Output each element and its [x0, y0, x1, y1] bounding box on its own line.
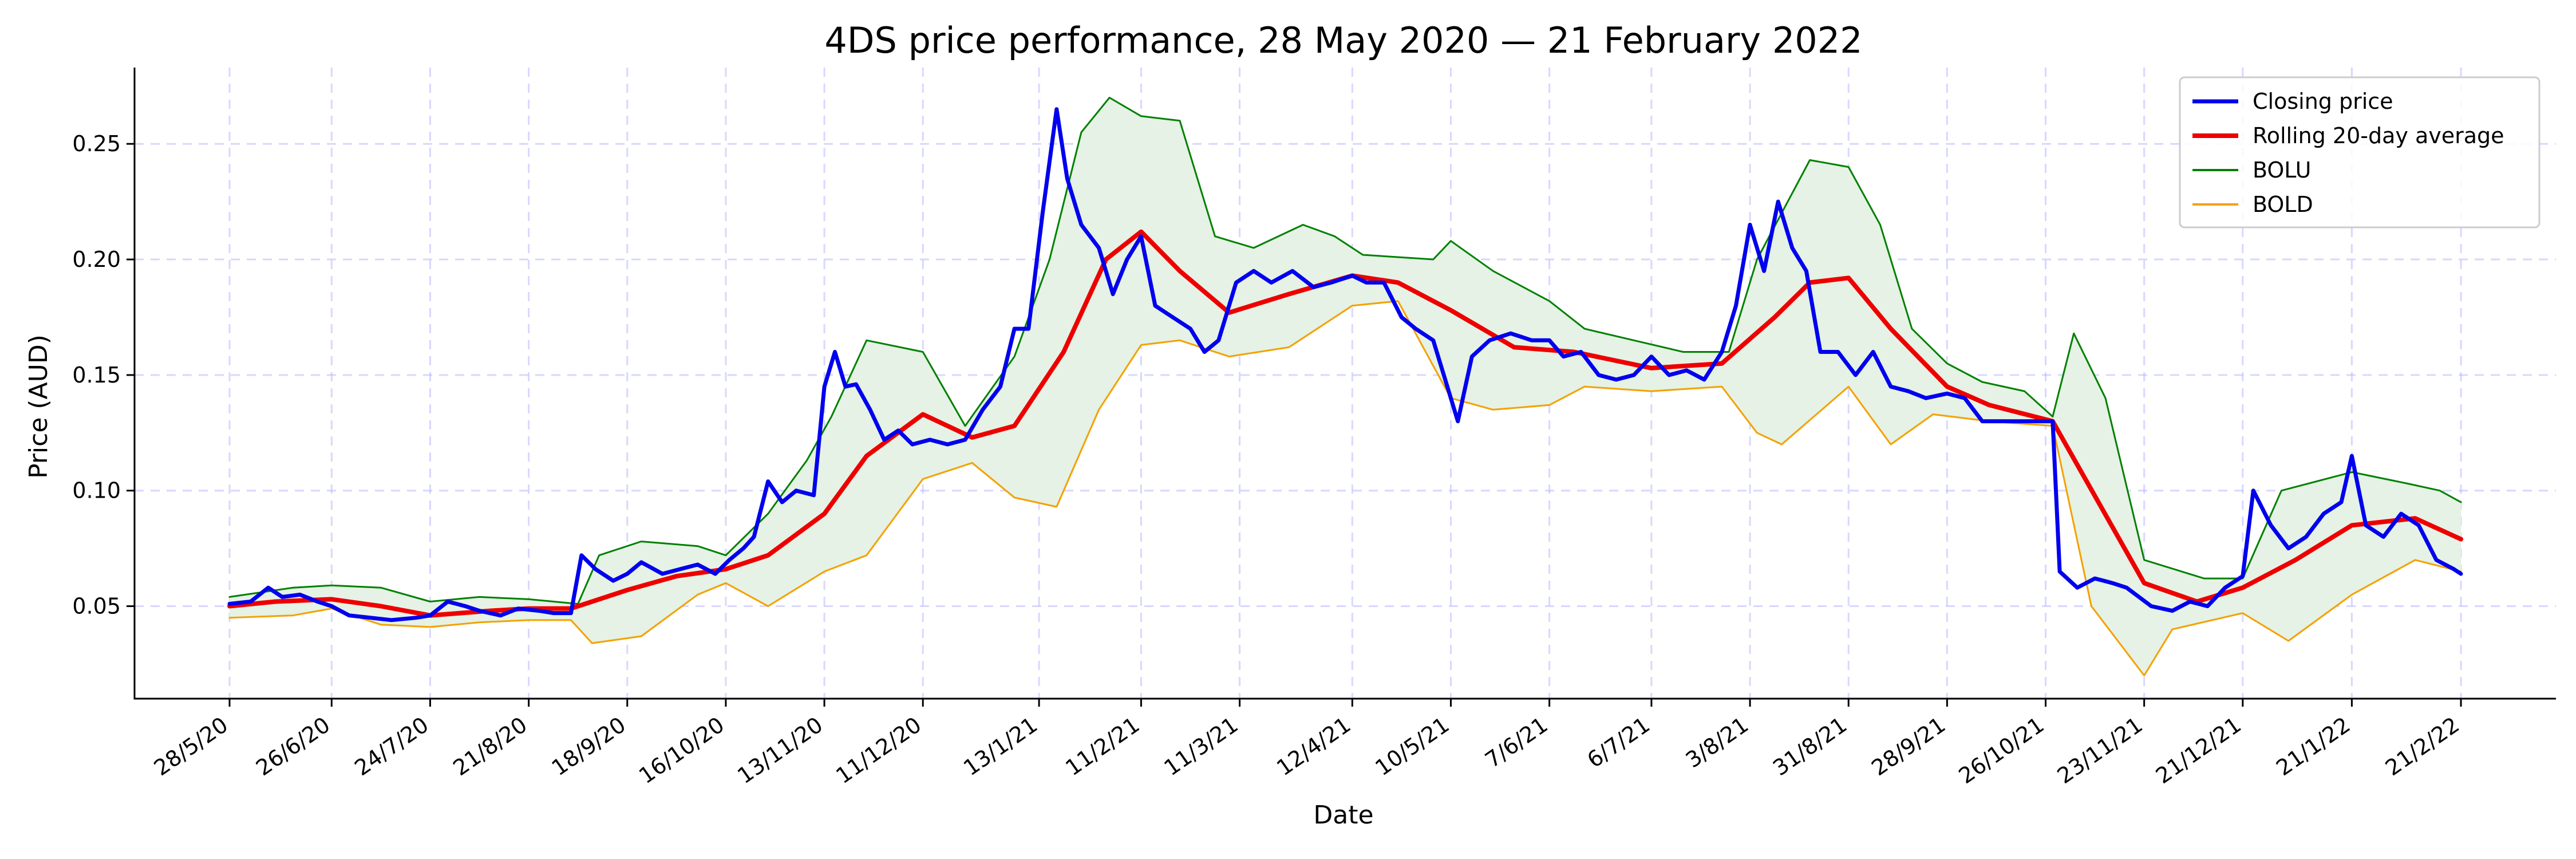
legend: Closing price Rolling 20-day average BOLU B…	[2179, 76, 2541, 228]
x-tick-label: 16/10/20	[634, 712, 729, 789]
x-axis-label: Date	[1313, 801, 1373, 830]
y-axis-label: Price (AUD)	[24, 334, 53, 479]
band-area	[230, 97, 2461, 676]
series-line-closing-price	[227, 107, 2463, 622]
x-tick-label: 24/7/20	[350, 712, 433, 781]
bollinger-band-fill	[230, 97, 2461, 676]
y-tick-label: 0.10	[72, 478, 121, 503]
x-tick-label: 21/8/20	[449, 712, 532, 781]
x-tick-label: 13/1/21	[959, 712, 1042, 781]
y-axis-ticks: 0.05 0.10 0.15 0.20 0.25	[72, 131, 135, 619]
y-tick-label: 0.25	[72, 131, 121, 156]
legend-label-closing-price: Closing price	[2253, 89, 2393, 114]
x-tick-label: 11/12/20	[831, 712, 926, 789]
x-tick-label: 11/3/21	[1159, 712, 1242, 781]
y-tick-label: 0.15	[72, 362, 121, 388]
series-lines	[227, 97, 2463, 677]
x-tick-label: 10/5/21	[1370, 712, 1453, 781]
legend-label-bolu: BOLU	[2253, 157, 2311, 183]
x-tick-label: 28/5/20	[149, 712, 232, 781]
y-tick-label: 0.20	[72, 247, 121, 272]
axes	[133, 68, 2556, 700]
x-tick-label: 18/9/20	[547, 712, 630, 781]
x-tick-label: 21/1/22	[2271, 712, 2354, 781]
x-tick-label: 23/11/21	[2053, 712, 2147, 789]
x-tick-label: 7/6/21	[1480, 712, 1552, 773]
chart-title: 4DS price performance, 28 May 2020 — 21 …	[824, 19, 1862, 61]
x-axis-ticks: 28/5/20 26/6/20 24/7/20 21/8/20 18/9/20 16/10…	[149, 699, 2464, 789]
x-tick-label: 6/7/21	[1583, 712, 1654, 773]
x-tick-label: 26/10/21	[1954, 712, 2049, 789]
legend-box	[2179, 76, 2541, 228]
x-tick-label: 26/6/20	[251, 712, 334, 781]
x-tick-label: 21/2/22	[2381, 712, 2464, 781]
series-line-bold	[228, 300, 2462, 677]
x-tick-label: 12/4/21	[1272, 712, 1355, 781]
series-line-bolu	[228, 97, 2462, 605]
series-line-rolling-20-day-average	[227, 229, 2463, 618]
legend-label-bold: BOLD	[2253, 192, 2313, 217]
y-tick-label: 0.05	[72, 594, 121, 619]
x-tick-label: 3/8/21	[1681, 712, 1753, 773]
plot-frame	[133, 68, 2556, 700]
x-tick-label: 13/11/20	[733, 712, 827, 789]
x-tick-label: 11/2/21	[1061, 712, 1144, 781]
x-tick-label: 31/8/21	[1768, 712, 1851, 781]
legend-label-rolling-20-day-average: Rolling 20-day average	[2253, 123, 2504, 148]
x-tick-label: 21/12/21	[2151, 712, 2246, 789]
x-tick-label: 28/9/21	[1867, 712, 1950, 781]
